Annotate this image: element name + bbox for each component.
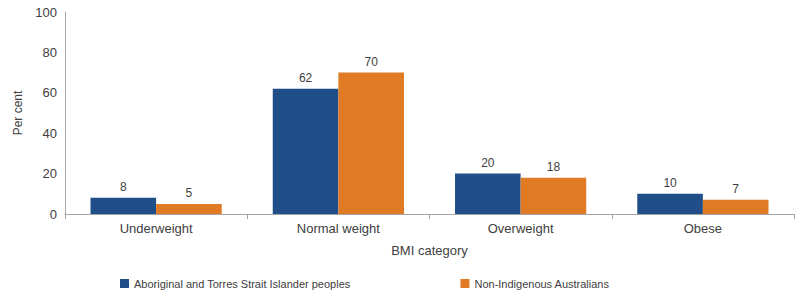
svg-text:8: 8 [120,180,127,194]
svg-text:70: 70 [365,55,379,69]
svg-text:Non-Indigenous Australians: Non-Indigenous Australians [474,278,609,290]
svg-text:Obese: Obese [684,221,722,236]
svg-text:80: 80 [43,45,57,60]
svg-text:20: 20 [43,166,57,181]
svg-text:Underweight: Underweight [120,221,193,236]
svg-text:60: 60 [43,85,57,100]
svg-text:18: 18 [547,160,561,174]
svg-text:Aboriginal and Torres Strait I: Aboriginal and Torres Strait Islander pe… [134,278,351,290]
svg-text:62: 62 [299,71,313,85]
svg-text:Overweight: Overweight [488,221,554,236]
svg-text:BMI category: BMI category [391,243,468,258]
svg-text:40: 40 [43,126,57,141]
svg-text:100: 100 [35,5,57,20]
svg-text:0: 0 [50,207,57,222]
svg-text:Normal weight: Normal weight [297,221,380,236]
svg-text:10: 10 [663,176,677,190]
svg-text:20: 20 [481,156,495,170]
svg-text:7: 7 [732,182,739,196]
svg-text:5: 5 [186,186,193,200]
svg-text:Per cent: Per cent [11,90,25,135]
